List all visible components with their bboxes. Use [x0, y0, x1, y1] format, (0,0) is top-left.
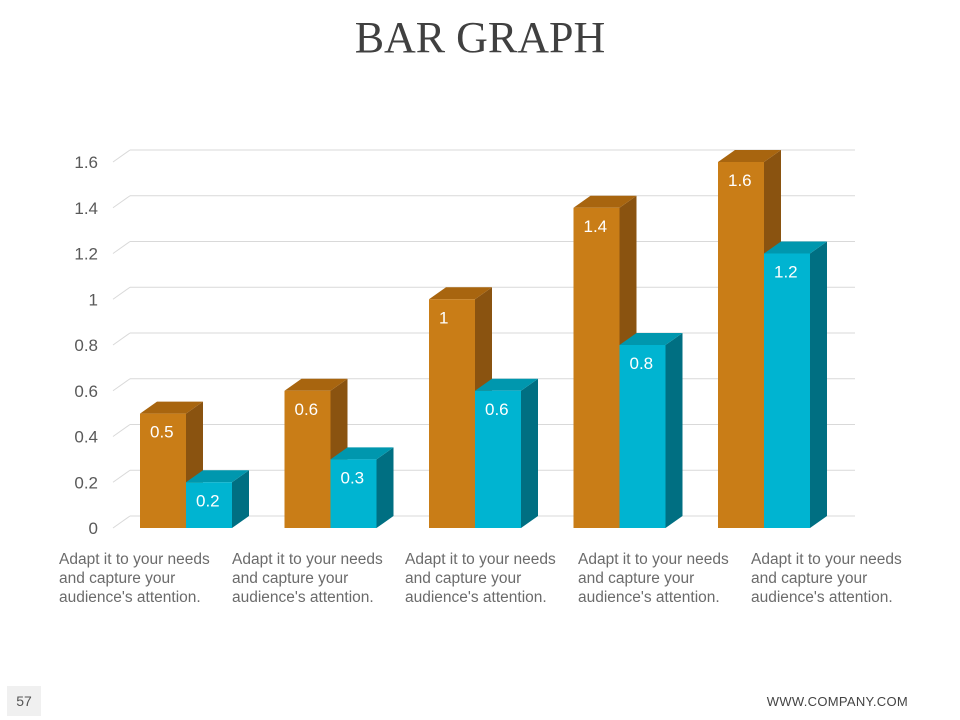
bar-series-1	[284, 390, 331, 528]
slide-title: BAR GRAPH	[354, 13, 606, 62]
gridline-diagonal	[112, 515, 131, 529]
bar-top-s2	[764, 241, 827, 254]
bar-series-1	[140, 413, 186, 528]
bar-top-s2	[475, 378, 538, 391]
data-label: 1.4	[584, 217, 608, 236]
data-label: 0.5	[150, 423, 174, 442]
gridline-diagonal	[112, 332, 131, 346]
bar-top-s1	[429, 287, 492, 300]
x-category-label: Adapt it to your needs and capture your …	[578, 551, 729, 606]
gridline-diagonal	[112, 195, 131, 209]
x-category-label: Adapt it to your needs and capture your …	[751, 551, 902, 606]
bar-top-s2	[330, 447, 394, 460]
y-tick-label: 0.6	[74, 382, 98, 401]
y-tick-label: 1.6	[74, 153, 98, 172]
bar-top-s2	[186, 470, 249, 483]
bar-side-s2	[521, 378, 538, 528]
bar-series-1	[573, 207, 620, 528]
bar-side-s2	[665, 333, 683, 528]
bar-series-2	[330, 459, 377, 528]
y-tick-label: 0.2	[74, 473, 98, 492]
data-label: 0.6	[485, 400, 509, 419]
bar-top-s2	[619, 333, 683, 345]
bar-side-s2	[232, 470, 249, 528]
bar-top-s1	[140, 401, 203, 414]
data-label: 0.3	[341, 468, 365, 487]
gridline-diagonal	[112, 149, 131, 163]
bar-side-s2	[376, 447, 394, 528]
data-label: 0.2	[196, 491, 220, 510]
y-tick-label: 1	[89, 290, 98, 309]
y-tick-label: 1.4	[74, 199, 98, 218]
x-category-label: Adapt it to your needs and capture your …	[59, 551, 210, 606]
page-number: 57	[7, 686, 41, 716]
bar-series-2	[764, 253, 810, 528]
y-tick-label: 0	[89, 519, 98, 538]
bar-top-s1	[573, 195, 637, 208]
footer-url: WWW.COMPANY.COM	[766, 694, 908, 709]
data-label: 0.8	[630, 354, 654, 373]
gridline-diagonal	[112, 424, 131, 437]
gridline-diagonal	[112, 378, 131, 392]
bar-side-s2	[810, 241, 827, 528]
gridline-diagonal	[112, 241, 131, 254]
y-tick-label: 1.2	[74, 245, 98, 264]
x-category-label: Adapt it to your needs and capture your …	[232, 551, 383, 606]
data-label: 1.6	[728, 171, 752, 190]
data-label: 0.6	[295, 400, 319, 419]
bar-top-s1	[284, 378, 348, 391]
bar-series-1	[429, 299, 475, 528]
bar-series-1	[718, 162, 764, 528]
y-tick-label: 0.4	[74, 428, 98, 447]
gridline-diagonal	[112, 469, 131, 483]
bar-series-2	[619, 345, 666, 528]
bar-series-2	[186, 482, 232, 528]
data-label: 1	[439, 308, 448, 327]
gridline-diagonal	[112, 286, 131, 300]
y-tick-label: 0.8	[74, 336, 98, 355]
data-label: 1.2	[774, 263, 798, 282]
x-category-label: Adapt it to your needs and capture your …	[405, 551, 556, 606]
bar-top-s1	[718, 150, 781, 162]
bar-series-2	[475, 390, 521, 528]
